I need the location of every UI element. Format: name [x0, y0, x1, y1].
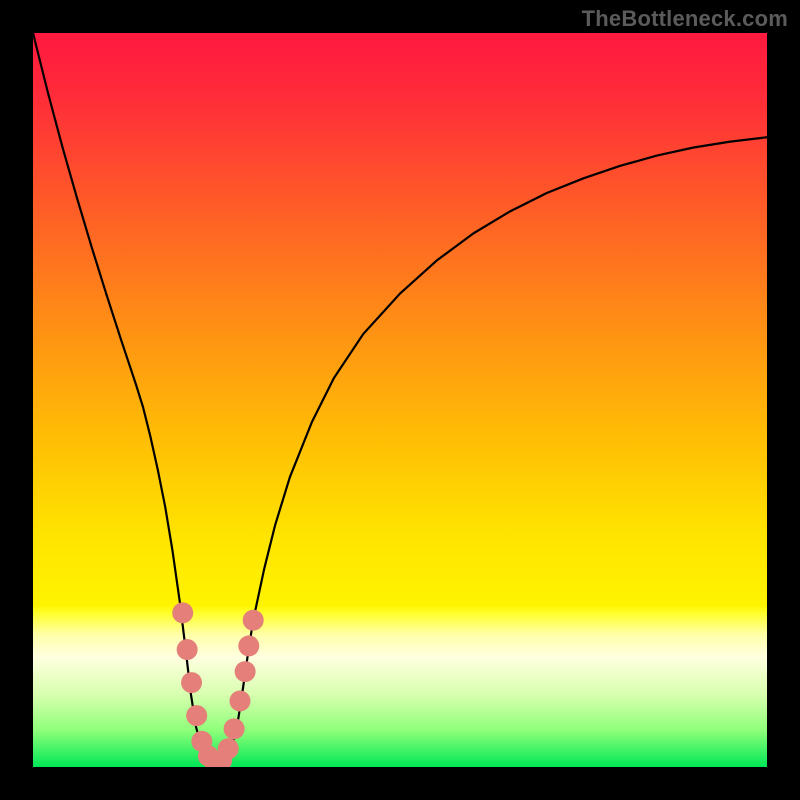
highlight-marker	[177, 639, 198, 660]
highlight-marker	[186, 705, 207, 726]
highlight-marker	[172, 602, 193, 623]
chart-canvas: TheBottleneck.com	[0, 0, 800, 800]
highlight-marker	[229, 690, 250, 711]
highlight-marker	[224, 718, 245, 739]
highlight-marker	[181, 672, 202, 693]
watermark-text: TheBottleneck.com	[582, 6, 788, 32]
chart-svg	[0, 0, 800, 800]
highlight-marker	[243, 610, 264, 631]
highlight-marker	[218, 738, 239, 759]
highlight-marker	[235, 661, 256, 682]
highlight-marker	[238, 635, 259, 656]
chart-background	[33, 33, 767, 767]
